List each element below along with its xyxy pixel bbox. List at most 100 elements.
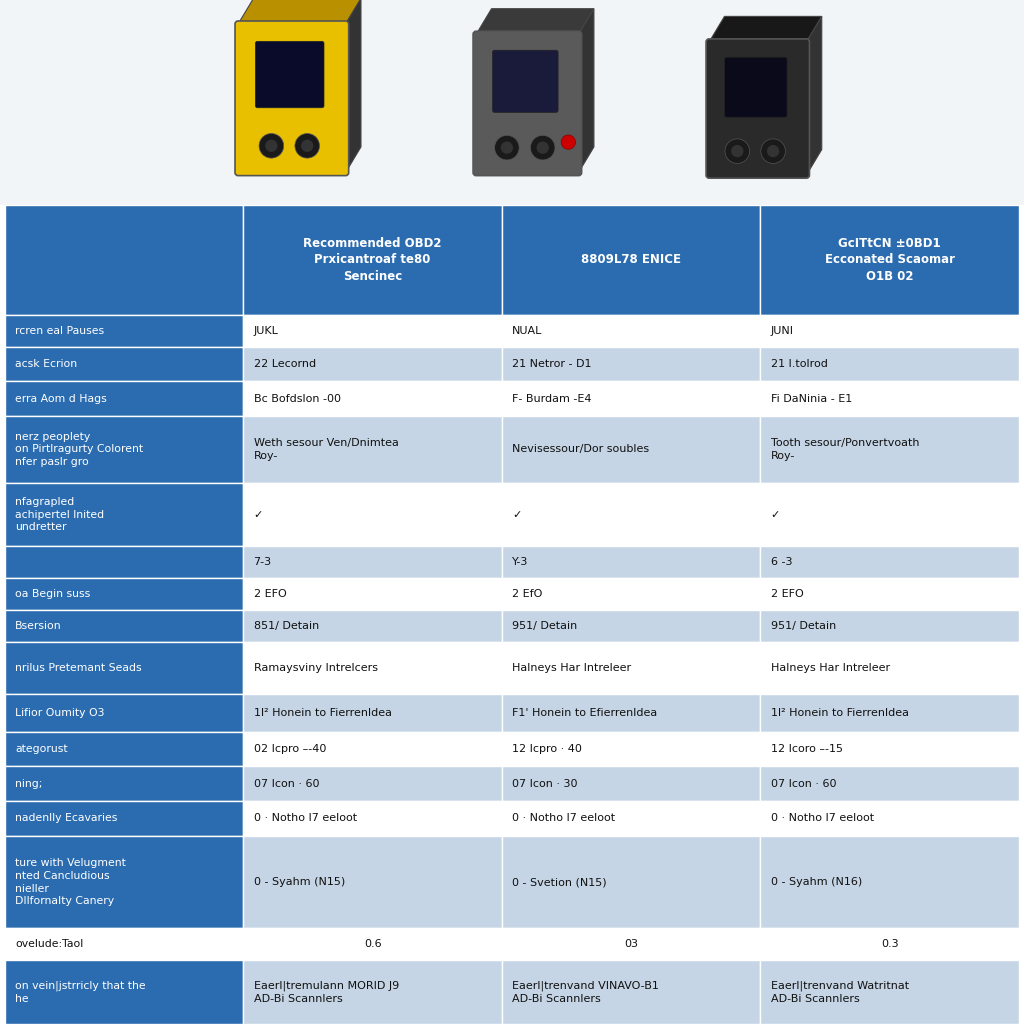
Bar xyxy=(502,610,761,642)
FancyBboxPatch shape xyxy=(707,39,809,178)
Text: 2 EFO: 2 EFO xyxy=(254,589,287,599)
Bar xyxy=(244,642,502,694)
Circle shape xyxy=(295,133,319,158)
Bar xyxy=(244,929,502,961)
Bar xyxy=(5,314,244,347)
Text: 951/ Detain: 951/ Detain xyxy=(771,621,836,631)
Bar xyxy=(244,314,502,347)
Text: ✓: ✓ xyxy=(254,510,263,519)
Text: ture with Velugment
nted Cancludious
nieller
DIlfornaIty Canery: ture with Velugment nted Cancludious nie… xyxy=(15,858,126,906)
Circle shape xyxy=(561,135,575,150)
Text: 7-3: 7-3 xyxy=(254,557,271,567)
Text: Halneys Har Intreleer: Halneys Har Intreleer xyxy=(512,663,631,673)
Text: acsk Ecrion: acsk Ecrion xyxy=(15,359,78,369)
Circle shape xyxy=(301,139,313,152)
Text: ✓: ✓ xyxy=(771,510,780,519)
Bar xyxy=(5,347,244,381)
Text: 2 EfO: 2 EfO xyxy=(512,589,543,599)
Text: 21 Netror - D1: 21 Netror - D1 xyxy=(512,359,592,369)
Bar xyxy=(5,766,244,801)
Text: Halneys Har Intreleer: Halneys Har Intreleer xyxy=(771,663,890,673)
Bar xyxy=(502,482,761,547)
Text: nerz peoplety
on Pirtlragurty Colorent
nfer paslr gro: nerz peoplety on Pirtlragurty Colorent n… xyxy=(15,431,143,467)
Polygon shape xyxy=(476,8,594,34)
Bar xyxy=(244,766,502,801)
Text: 0 - Syahm (N15): 0 - Syahm (N15) xyxy=(254,878,345,887)
Text: 12 Icoro –-15: 12 Icoro –-15 xyxy=(771,744,843,754)
Bar xyxy=(244,961,502,1024)
Bar xyxy=(244,205,502,314)
Text: 02 Icpro –-40: 02 Icpro –-40 xyxy=(254,744,326,754)
Text: 07 Icon · 60: 07 Icon · 60 xyxy=(254,778,319,788)
Circle shape xyxy=(530,135,555,160)
Text: 6 -3: 6 -3 xyxy=(771,557,793,567)
Circle shape xyxy=(501,141,513,154)
Bar xyxy=(761,482,1019,547)
Bar xyxy=(761,547,1019,579)
Text: Weth sesour Ven/Dnimtea
Roy-: Weth sesour Ven/Dnimtea Roy- xyxy=(254,438,398,461)
Text: ategorust: ategorust xyxy=(15,744,68,754)
Bar xyxy=(502,416,761,482)
Bar xyxy=(761,347,1019,381)
Text: Fi DaNinia - E1: Fi DaNinia - E1 xyxy=(771,394,852,403)
Bar xyxy=(502,347,761,381)
Bar xyxy=(5,694,244,731)
Bar xyxy=(761,610,1019,642)
Bar xyxy=(502,381,761,416)
Bar xyxy=(5,610,244,642)
Bar xyxy=(761,642,1019,694)
Circle shape xyxy=(767,145,779,158)
Bar xyxy=(244,579,502,610)
Bar xyxy=(761,205,1019,314)
FancyBboxPatch shape xyxy=(493,50,558,113)
Bar xyxy=(244,610,502,642)
Bar xyxy=(761,579,1019,610)
Bar xyxy=(502,694,761,731)
Text: Ramaysviny Intrelcers: Ramaysviny Intrelcers xyxy=(254,663,378,673)
Circle shape xyxy=(725,139,750,164)
Bar xyxy=(5,579,244,610)
Text: 1l² Honein to Fierrenldea: 1l² Honein to Fierrenldea xyxy=(771,708,908,718)
Text: 22 Lecornd: 22 Lecornd xyxy=(254,359,315,369)
Text: 1l² Honein to Fierrenldea: 1l² Honein to Fierrenldea xyxy=(254,708,391,718)
Bar xyxy=(5,381,244,416)
Text: Bc Bofdslon -00: Bc Bofdslon -00 xyxy=(254,394,341,403)
Polygon shape xyxy=(579,8,594,172)
Circle shape xyxy=(537,141,549,154)
Text: rcren eal Pauses: rcren eal Pauses xyxy=(15,326,104,336)
Text: 8809L78 ENICE: 8809L78 ENICE xyxy=(581,253,681,266)
Bar xyxy=(502,642,761,694)
Circle shape xyxy=(761,139,785,164)
Text: 951/ Detain: 951/ Detain xyxy=(512,621,578,631)
Bar xyxy=(5,482,244,547)
Text: Tooth sesour/Ponvertvoath
Roy-: Tooth sesour/Ponvertvoath Roy- xyxy=(771,438,920,461)
Bar xyxy=(502,836,761,929)
Bar xyxy=(244,694,502,731)
Circle shape xyxy=(495,135,519,160)
Text: 07 Icon · 30: 07 Icon · 30 xyxy=(512,778,578,788)
Text: 0 · Notho I7 eeloot: 0 · Notho I7 eeloot xyxy=(254,813,356,823)
Text: Y-3: Y-3 xyxy=(512,557,528,567)
Text: Nevisessour/Dor soubles: Nevisessour/Dor soubles xyxy=(512,444,649,455)
Text: 21 l.tolrod: 21 l.tolrod xyxy=(771,359,827,369)
Text: 0 · Notho I7 eeloot: 0 · Notho I7 eeloot xyxy=(771,813,873,823)
Text: Eaerl|trenvand VINAVO-B1
AD-Bi Scannlers: Eaerl|trenvand VINAVO-B1 AD-Bi Scannlers xyxy=(512,981,659,1004)
Text: F- Burdam -E4: F- Burdam -E4 xyxy=(512,394,592,403)
Bar xyxy=(5,929,244,961)
FancyBboxPatch shape xyxy=(234,20,348,176)
Bar xyxy=(502,801,761,836)
Bar xyxy=(502,766,761,801)
Text: JUNI: JUNI xyxy=(771,326,794,336)
Polygon shape xyxy=(345,0,360,172)
Circle shape xyxy=(731,145,743,158)
Bar xyxy=(5,205,244,314)
Bar xyxy=(244,731,502,766)
Circle shape xyxy=(259,133,284,158)
Bar xyxy=(244,801,502,836)
Text: 851/ Detain: 851/ Detain xyxy=(254,621,318,631)
Text: JUKL: JUKL xyxy=(254,326,279,336)
Text: 0 - Syahm (N16): 0 - Syahm (N16) xyxy=(771,878,862,887)
Text: 0 - Svetion (N15): 0 - Svetion (N15) xyxy=(512,878,607,887)
Text: ovelude:Taol: ovelude:Taol xyxy=(15,939,84,949)
Bar xyxy=(761,381,1019,416)
